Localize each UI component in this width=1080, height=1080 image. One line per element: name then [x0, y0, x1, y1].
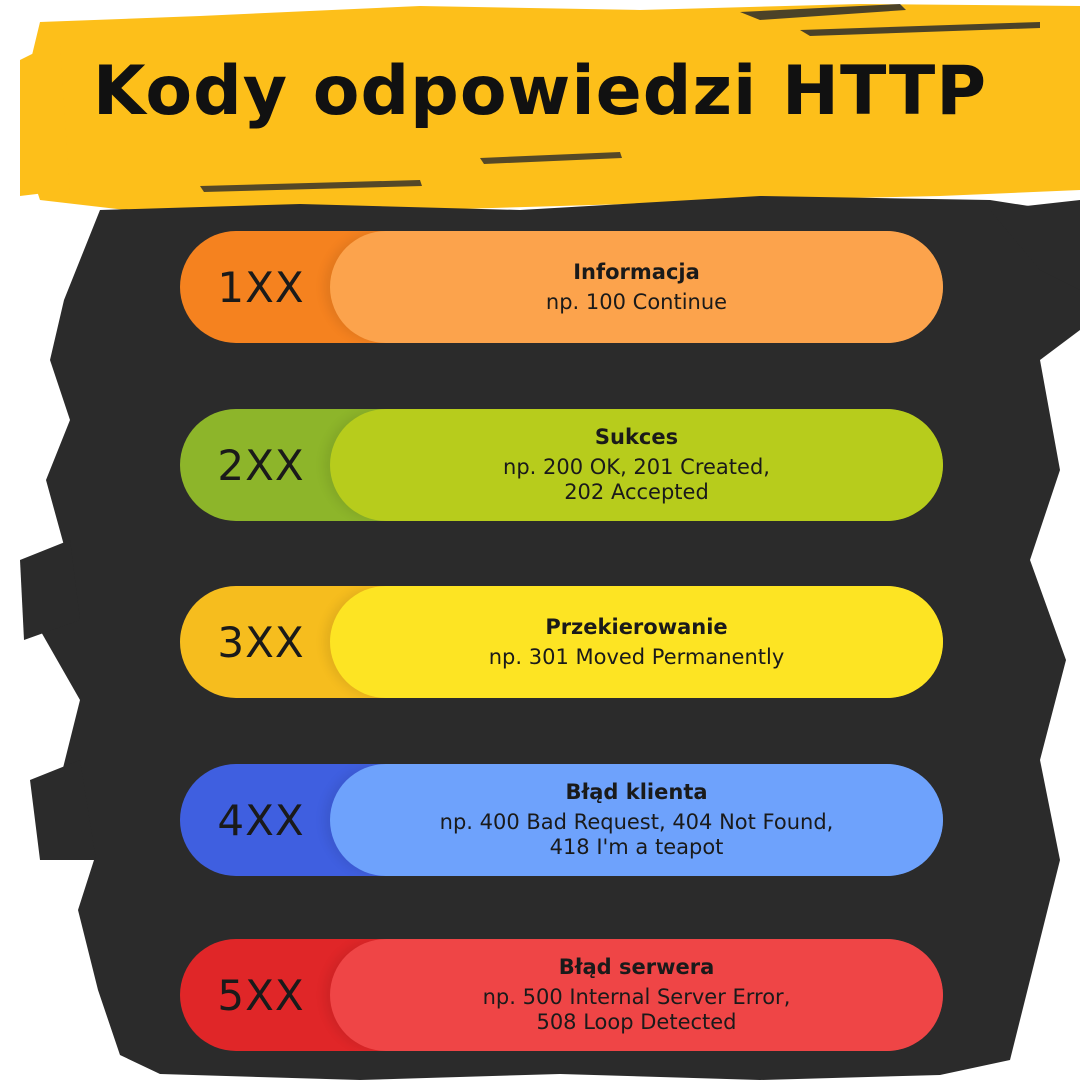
- status-example-codes: np. 500 Internal Server Error, 508 Loop …: [482, 985, 791, 1034]
- status-group-name: Informacja: [573, 259, 700, 284]
- status-example-codes: np. 200 OK, 201 Created, 202 Accepted: [503, 455, 770, 504]
- status-group-name: Błąd serwera: [558, 955, 715, 979]
- status-description-pill: Błąd serwera np. 500 Internal Server Erro…: [330, 939, 943, 1051]
- status-example-codes: np. 301 Moved Permanently: [488, 644, 785, 669]
- status-group-name: Sukces: [594, 425, 679, 449]
- status-description-pill: Błąd klienta np. 400 Bad Request, 404 Not…: [330, 764, 943, 876]
- status-group-name: Błąd klienta: [565, 780, 708, 804]
- status-group-name: Przekierowanie: [545, 614, 728, 639]
- status-description-pill: Sukces np. 200 OK, 201 Created, 202 Accep…: [330, 409, 943, 521]
- status-group-row: 3XX Przekierowanie np. 301 Moved Permanent…: [180, 586, 943, 698]
- status-group-row: 2XX Sukces np. 200 OK, 201 Created, 202 Ac…: [180, 409, 943, 521]
- status-group-row: 5XX Błąd serwera np. 500 Internal Server E…: [180, 939, 943, 1051]
- page-title: Kody odpowiedzi HTTP: [92, 52, 988, 131]
- status-code-class: 3XX: [217, 617, 305, 667]
- status-description-pill: Przekierowanie np. 301 Moved Permanently: [330, 586, 943, 698]
- status-group-row: 1XX Informacja np. 100 Continue: [180, 231, 943, 343]
- status-example-codes: np. 100 Continue: [545, 289, 728, 314]
- yellow-brush-banner: [26, 4, 1080, 214]
- status-code-class: 1XX: [217, 262, 305, 312]
- status-code-class: 4XX: [217, 795, 305, 845]
- status-code-class: 2XX: [217, 440, 305, 490]
- status-example-codes: np. 400 Bad Request, 404 Not Found, 418 …: [439, 810, 834, 859]
- status-code-class: 5XX: [217, 970, 305, 1020]
- status-description-pill: Informacja np. 100 Continue: [330, 231, 943, 343]
- status-group-row: 4XX Błąd klienta np. 400 Bad Request, 404 …: [180, 764, 943, 876]
